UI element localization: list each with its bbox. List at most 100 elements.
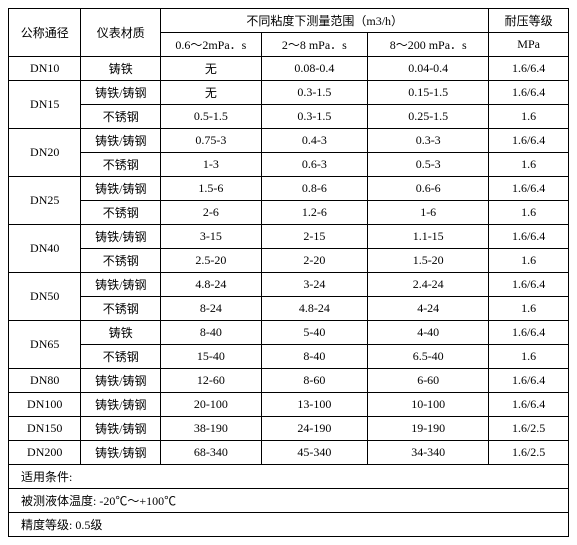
cell-v3: 19-190 xyxy=(368,417,489,441)
table-row: DN150铸铁/铸钢38-19024-19019-1901.6/2.5 xyxy=(9,417,569,441)
cell-p: 1.6 xyxy=(489,153,569,177)
cell-p: 1.6/6.4 xyxy=(489,225,569,249)
cell-v1: 8-40 xyxy=(161,321,261,345)
header-visc3: 8～200 mPa．s xyxy=(368,33,489,57)
cell-v1: 68-340 xyxy=(161,441,261,465)
table-row: DN80铸铁/铸钢12-608-606-601.6/6.4 xyxy=(9,369,569,393)
cell-p: 1.6/6.4 xyxy=(489,321,569,345)
cell-dn: DN150 xyxy=(9,417,81,441)
cell-mat: 不锈钢 xyxy=(81,153,161,177)
cell-v1: 0.5-1.5 xyxy=(161,105,261,129)
cell-v3: 10-100 xyxy=(368,393,489,417)
cell-v2: 2-15 xyxy=(261,225,368,249)
cell-v2: 5-40 xyxy=(261,321,368,345)
cell-v1: 38-190 xyxy=(161,417,261,441)
cell-v2: 0.8-6 xyxy=(261,177,368,201)
cell-p: 1.6/6.4 xyxy=(489,57,569,81)
table-row: 不锈钢2.5-202-201.5-201.6 xyxy=(9,249,569,273)
cell-v1: 1.5-6 xyxy=(161,177,261,201)
cell-v2: 8-60 xyxy=(261,369,368,393)
footer-temp: 被测液体温度: -20℃～+100℃ xyxy=(9,489,569,513)
header-pressure-unit: MPa xyxy=(489,33,569,57)
table-row: DN65铸铁8-405-404-401.6/6.4 xyxy=(9,321,569,345)
cell-v3: 34-340 xyxy=(368,441,489,465)
cell-v2: 0.4-3 xyxy=(261,129,368,153)
cell-mat: 铸铁/铸钢 xyxy=(81,417,161,441)
cell-p: 1.6/6.4 xyxy=(489,273,569,297)
cell-v2: 0.6-3 xyxy=(261,153,368,177)
cell-p: 1.6 xyxy=(489,201,569,225)
cell-mat: 铸铁/铸钢 xyxy=(81,81,161,105)
table-row: DN100铸铁/铸钢20-10013-10010-1001.6/6.4 xyxy=(9,393,569,417)
cell-v3: 0.25-1.5 xyxy=(368,105,489,129)
table-row: 不锈钢1-30.6-30.5-31.6 xyxy=(9,153,569,177)
cell-v3: 0.3-3 xyxy=(368,129,489,153)
header-viscosity-range: 不同粘度下测量范围（m3/h） xyxy=(161,9,489,33)
cell-mat: 不锈钢 xyxy=(81,249,161,273)
cell-v3: 6-60 xyxy=(368,369,489,393)
cell-v1: 2.5-20 xyxy=(161,249,261,273)
header-visc1: 0.6～2mPa．s xyxy=(161,33,261,57)
footer-accuracy: 精度等级: 0.5级 xyxy=(9,513,569,537)
cell-dn: DN15 xyxy=(9,81,81,129)
cell-v2: 1.2-6 xyxy=(261,201,368,225)
cell-dn: DN10 xyxy=(9,57,81,81)
cell-dn: DN100 xyxy=(9,393,81,417)
cell-p: 1.6 xyxy=(489,345,569,369)
table-row: DN20铸铁/铸钢0.75-30.4-30.3-31.6/6.4 xyxy=(9,129,569,153)
cell-mat: 铸铁/铸钢 xyxy=(81,393,161,417)
table-footer: 适用条件: 被测液体温度: -20℃～+100℃ 精度等级: 0.5级 xyxy=(9,465,569,537)
cell-dn: DN20 xyxy=(9,129,81,177)
cell-v2: 2-20 xyxy=(261,249,368,273)
cell-mat: 铸铁/铸钢 xyxy=(81,273,161,297)
cell-dn: DN25 xyxy=(9,177,81,225)
cell-p: 1.6/2.5 xyxy=(489,417,569,441)
cell-v1: 20-100 xyxy=(161,393,261,417)
table-row: DN50铸铁/铸钢4.8-243-242.4-241.6/6.4 xyxy=(9,273,569,297)
cell-v3: 4-24 xyxy=(368,297,489,321)
cell-p: 1.6 xyxy=(489,249,569,273)
cell-v3: 0.15-1.5 xyxy=(368,81,489,105)
cell-v1: 3-15 xyxy=(161,225,261,249)
cell-p: 1.6/6.4 xyxy=(489,81,569,105)
cell-mat: 不锈钢 xyxy=(81,297,161,321)
cell-v1: 0.75-3 xyxy=(161,129,261,153)
table-row: DN200铸铁/铸钢68-34045-34034-3401.6/2.5 xyxy=(9,441,569,465)
cell-v3: 2.4-24 xyxy=(368,273,489,297)
table-row: DN10铸铁无0.08-0.40.04-0.41.6/6.4 xyxy=(9,57,569,81)
cell-v3: 1-6 xyxy=(368,201,489,225)
cell-v2: 13-100 xyxy=(261,393,368,417)
cell-v2: 4.8-24 xyxy=(261,297,368,321)
table-row: 不锈钢2-61.2-61-61.6 xyxy=(9,201,569,225)
cell-v1: 1-3 xyxy=(161,153,261,177)
table-row: DN40铸铁/铸钢3-152-151.1-151.6/6.4 xyxy=(9,225,569,249)
table-header: 公称通径 仪表材质 不同粘度下测量范围（m3/h） 耐压等级 0.6～2mPa．… xyxy=(9,9,569,57)
cell-mat: 不锈钢 xyxy=(81,345,161,369)
table-row: DN25铸铁/铸钢1.5-60.8-60.6-61.6/6.4 xyxy=(9,177,569,201)
cell-v3: 1.5-20 xyxy=(368,249,489,273)
cell-v1: 12-60 xyxy=(161,369,261,393)
table-body: DN10铸铁无0.08-0.40.04-0.41.6/6.4DN15铸铁/铸钢无… xyxy=(9,57,569,465)
cell-v1: 无 xyxy=(161,57,261,81)
cell-mat: 铸铁/铸钢 xyxy=(81,225,161,249)
cell-v2: 24-190 xyxy=(261,417,368,441)
cell-dn: DN65 xyxy=(9,321,81,369)
header-pressure-rating: 耐压等级 xyxy=(489,9,569,33)
cell-v2: 8-40 xyxy=(261,345,368,369)
cell-mat: 铸铁 xyxy=(81,57,161,81)
cell-v3: 1.1-15 xyxy=(368,225,489,249)
cell-dn: DN200 xyxy=(9,441,81,465)
cell-p: 1.6 xyxy=(489,297,569,321)
cell-v2: 0.3-1.5 xyxy=(261,81,368,105)
cell-v2: 3-24 xyxy=(261,273,368,297)
header-visc2: 2～8 mPa．s xyxy=(261,33,368,57)
header-material: 仪表材质 xyxy=(81,9,161,57)
cell-dn: DN80 xyxy=(9,369,81,393)
cell-mat: 铸铁/铸钢 xyxy=(81,129,161,153)
cell-dn: DN40 xyxy=(9,225,81,273)
table-row: DN15铸铁/铸钢无0.3-1.50.15-1.51.6/6.4 xyxy=(9,81,569,105)
cell-v3: 0.6-6 xyxy=(368,177,489,201)
cell-v2: 45-340 xyxy=(261,441,368,465)
cell-mat: 铸铁 xyxy=(81,321,161,345)
cell-v2: 0.3-1.5 xyxy=(261,105,368,129)
